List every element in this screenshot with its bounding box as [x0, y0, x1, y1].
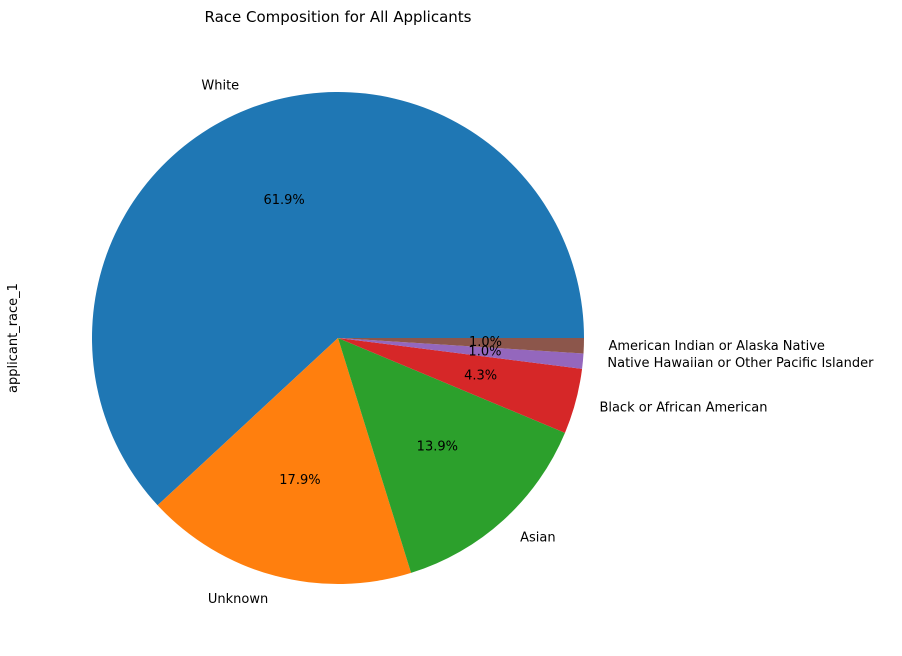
pie-slices [91, 91, 584, 584]
pie-slice-white [91, 91, 584, 506]
chart-title: Race Composition for All Applicants [204, 8, 471, 26]
slice-label: Asian [520, 531, 555, 546]
slice-percent-label: 61.9% [263, 193, 304, 208]
slice-percent-label: 17.9% [279, 473, 320, 488]
slice-percent-label: 13.9% [417, 440, 458, 455]
pie-slice-unknown [157, 338, 412, 584]
pie-slice-asian [338, 338, 565, 573]
slice-labels: White Unknown Asian Black or African Americ… [201, 79, 874, 607]
pie-slice-black-or-african-american [338, 338, 583, 433]
slice-label: Black or African American [599, 400, 767, 415]
slice-label: American Indian or Alaska Native [608, 339, 824, 354]
slice-percent-label: 4.3% [464, 369, 497, 384]
slice-label: Native Hawaiian or Other Pacific Islande… [607, 356, 874, 371]
y-axis-label: applicant_race_1 [6, 283, 21, 393]
pie-slice-native-hawaiian-or-other-pacific-islander [338, 338, 584, 369]
percent-labels: 61.9% 17.9% 13.9% 4.3% 1.0%1.0% [263, 193, 502, 488]
slice-label: White [201, 79, 239, 94]
slice-percent-label: 1.0% [469, 335, 502, 350]
slice-percent-label: 1.0% [468, 344, 501, 359]
pie-slice-american-indian-or-alaska-native [338, 338, 584, 354]
slice-label: Unknown [208, 592, 268, 607]
